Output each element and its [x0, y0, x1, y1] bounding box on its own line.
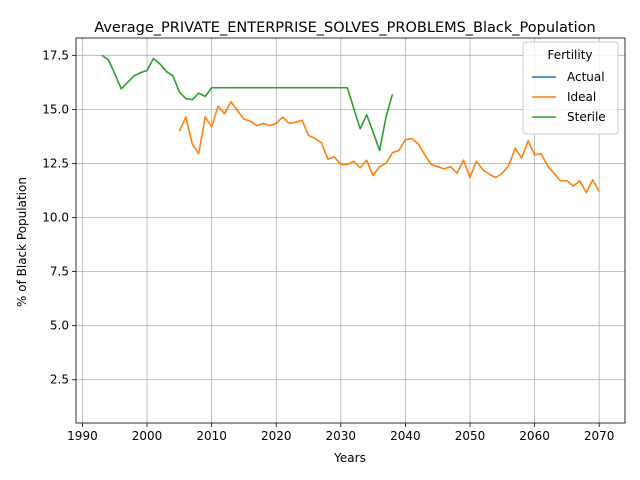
legend-entries: Actual Ideal Sterile [532, 70, 606, 124]
y-tick-label: 2.5 [50, 373, 69, 387]
x-tick-label: 2050 [455, 429, 486, 443]
x-axis-ticks: 1990 2000 2010 2020 2030 2040 2050 2060 2070 [67, 423, 614, 443]
y-tick-label: 17.5 [42, 48, 69, 62]
legend: Fertility Actual Ideal Sterile [522, 41, 619, 135]
x-tick-label: 2030 [326, 429, 357, 443]
legend-label-actual: Actual [567, 70, 605, 84]
legend-title: Fertility [547, 48, 592, 62]
x-tick-label: 2020 [261, 429, 292, 443]
series-line-ideal [178, 101, 600, 194]
y-axis-ticks: 2.5 5.0 7.5 10.0 12.5 15.0 17.5 [42, 48, 76, 387]
x-axis-label: Years [333, 451, 366, 465]
x-tick-label: 2010 [196, 429, 227, 443]
plot-frame [75, 37, 626, 424]
chart-title: Average_PRIVATE_ENTERPRISE_SOLVES_PROBLE… [94, 20, 595, 36]
legend-box [522, 41, 619, 135]
y-axis-label: % of Black Population [15, 177, 29, 307]
x-tick-label: 2060 [519, 429, 550, 443]
y-tick-label: 15.0 [42, 102, 69, 116]
x-tick-label: 1990 [67, 429, 98, 443]
x-tick-label: 2040 [390, 429, 421, 443]
x-tick-label: 2000 [132, 429, 163, 443]
x-tick-label: 2070 [584, 429, 615, 443]
legend-label-sterile: Sterile [567, 110, 606, 124]
series-lines [101, 54, 600, 194]
series-line-sterile [101, 54, 394, 152]
legend-label-ideal: Ideal [567, 90, 596, 104]
y-tick-label: 5.0 [50, 319, 69, 333]
y-tick-label: 10.0 [42, 211, 69, 225]
y-tick-label: 12.5 [42, 156, 69, 170]
y-tick-label: 7.5 [50, 265, 69, 279]
